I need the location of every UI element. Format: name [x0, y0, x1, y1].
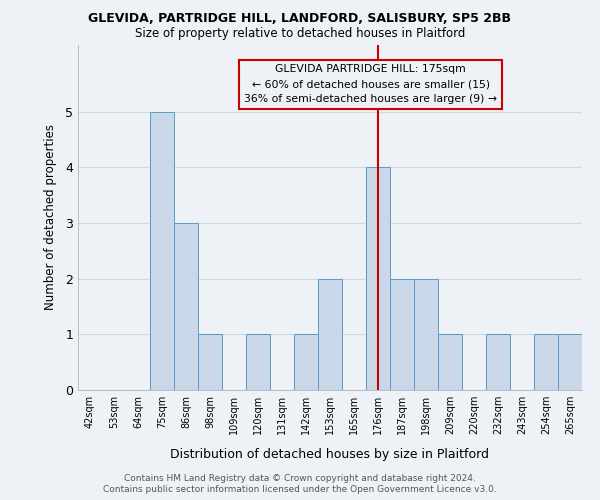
Bar [174, 223, 198, 390]
X-axis label: Distribution of detached houses by size in Plaitford: Distribution of detached houses by size … [170, 448, 490, 461]
Bar [246, 334, 270, 390]
Text: GLEVIDA PARTRIDGE HILL: 175sqm
← 60% of detached houses are smaller (15)
36% of : GLEVIDA PARTRIDGE HILL: 175sqm ← 60% of … [244, 64, 497, 104]
Bar [438, 334, 462, 390]
Bar [486, 334, 510, 390]
Bar [366, 168, 390, 390]
Text: Size of property relative to detached houses in Plaitford: Size of property relative to detached ho… [135, 28, 465, 40]
Bar [318, 278, 342, 390]
Text: GLEVIDA, PARTRIDGE HILL, LANDFORD, SALISBURY, SP5 2BB: GLEVIDA, PARTRIDGE HILL, LANDFORD, SALIS… [89, 12, 511, 26]
Bar [294, 334, 318, 390]
Bar [534, 334, 558, 390]
Bar [150, 112, 174, 390]
Text: Contains HM Land Registry data © Crown copyright and database right 2024.
Contai: Contains HM Land Registry data © Crown c… [103, 474, 497, 494]
Bar [414, 278, 438, 390]
Y-axis label: Number of detached properties: Number of detached properties [44, 124, 57, 310]
Bar [198, 334, 222, 390]
Bar [390, 278, 414, 390]
Bar [558, 334, 582, 390]
